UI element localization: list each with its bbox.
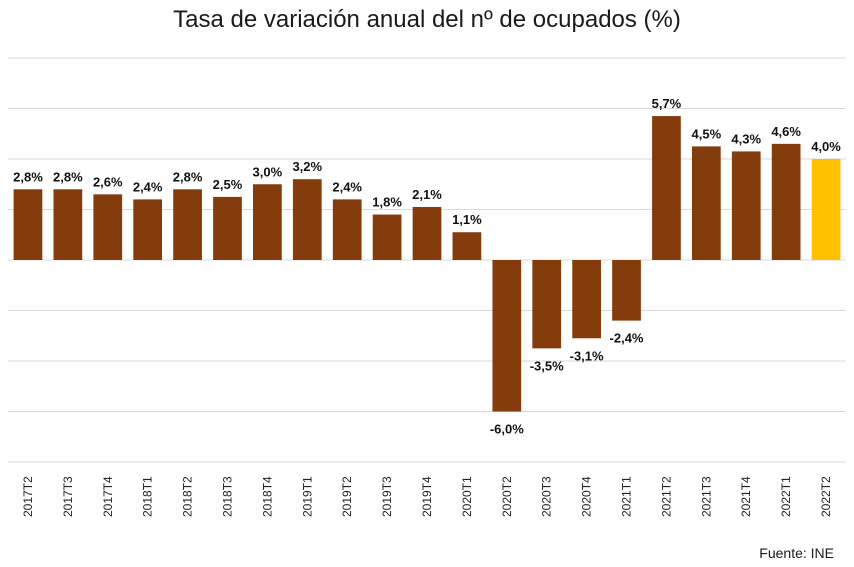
data-label-2020T1: 1,1% bbox=[452, 212, 482, 227]
data-labels: 2,8% 2,8% 2,6% 2,4% 2,8% 2,5% 3,0% 3,2% 2,4% 1,8%… bbox=[13, 96, 841, 436]
data-label-2022T1: 4,6% bbox=[771, 124, 801, 139]
data-label-2017T4: 2,6% bbox=[93, 174, 123, 189]
data-label-2017T3: 2,8% bbox=[53, 169, 83, 184]
chart-title: Tasa de variación anual del nº de ocupad… bbox=[173, 6, 681, 33]
bar-2018T4 bbox=[253, 184, 282, 260]
bar-2020T4 bbox=[572, 260, 601, 339]
bar-2019T4 bbox=[412, 206, 442, 260]
bar-2017T3 bbox=[53, 189, 83, 260]
x-tick-2021T2: 2021T2 bbox=[659, 476, 673, 517]
bar-2019T1 bbox=[292, 179, 322, 260]
bar-2020T1 bbox=[452, 232, 482, 260]
data-label-2017T2: 2,8% bbox=[13, 169, 43, 184]
bar-2017T4 bbox=[93, 194, 123, 260]
data-label-2021T3: 4,5% bbox=[692, 126, 722, 141]
bar-2017T2 bbox=[13, 189, 43, 260]
bar-2018T1 bbox=[133, 199, 163, 260]
bars bbox=[13, 116, 841, 412]
x-tick-2018T1: 2018T1 bbox=[141, 476, 155, 517]
bar-2021T2 bbox=[652, 116, 681, 260]
data-label-2020T4: -3,1% bbox=[570, 348, 604, 363]
bar-2021T3 bbox=[691, 146, 721, 260]
bar-2019T3 bbox=[372, 214, 402, 260]
x-axis-tick-labels: 2017T2 2017T3 2017T4 2018T1 2018T2 2018T3 2018… bbox=[21, 476, 833, 517]
data-label-2019T2: 2,4% bbox=[332, 179, 362, 194]
data-label-2018T3: 2,5% bbox=[213, 177, 243, 192]
data-label-2022T2: 4,0% bbox=[811, 139, 841, 154]
data-label-2019T4: 2,1% bbox=[412, 187, 442, 202]
x-tick-2018T3: 2018T3 bbox=[220, 476, 234, 517]
bar-2020T2 bbox=[492, 260, 522, 412]
bar-2020T3 bbox=[532, 260, 562, 349]
data-label-2018T4: 3,0% bbox=[253, 164, 283, 179]
bar-2019T2 bbox=[332, 199, 362, 260]
data-label-2018T1: 2,4% bbox=[133, 179, 163, 194]
data-label-2019T3: 1,8% bbox=[372, 195, 402, 210]
data-label-2020T2: -6,0% bbox=[490, 422, 524, 437]
x-tick-2017T3: 2017T3 bbox=[61, 476, 75, 517]
bar-2018T3 bbox=[213, 196, 242, 260]
bar-2022T2 bbox=[811, 159, 841, 260]
x-tick-2018T2: 2018T2 bbox=[181, 476, 195, 517]
x-tick-2017T2: 2017T2 bbox=[21, 476, 35, 517]
data-label-2021T4: 4,3% bbox=[731, 131, 761, 146]
x-tick-2020T1: 2020T1 bbox=[460, 476, 474, 517]
data-label-2020T3: -3,5% bbox=[530, 358, 564, 373]
source-note: Fuente: INE bbox=[759, 545, 834, 561]
x-tick-2017T4: 2017T4 bbox=[101, 476, 115, 517]
x-tick-2019T1: 2019T1 bbox=[300, 476, 314, 517]
x-tick-2022T1: 2022T1 bbox=[779, 476, 793, 517]
x-tick-2020T2: 2020T2 bbox=[500, 476, 514, 517]
x-tick-2022T2: 2022T2 bbox=[819, 476, 833, 517]
x-tick-2021T3: 2021T3 bbox=[699, 476, 713, 517]
x-tick-2020T4: 2020T4 bbox=[580, 476, 594, 517]
bar-2022T1 bbox=[771, 143, 801, 260]
data-label-2021T1: -2,4% bbox=[610, 331, 644, 346]
bar-2021T1 bbox=[612, 260, 641, 321]
x-tick-2019T2: 2019T2 bbox=[340, 476, 354, 517]
data-label-2021T2: 5,7% bbox=[652, 96, 682, 111]
bar-2018T2 bbox=[173, 189, 202, 260]
x-tick-2020T3: 2020T3 bbox=[540, 476, 554, 517]
x-tick-2021T1: 2021T1 bbox=[620, 476, 634, 517]
x-tick-2019T4: 2019T4 bbox=[420, 476, 434, 517]
data-label-2019T1: 3,2% bbox=[292, 159, 322, 174]
x-tick-2021T4: 2021T4 bbox=[739, 476, 753, 517]
x-tick-2019T3: 2019T3 bbox=[380, 476, 394, 517]
data-label-2018T2: 2,8% bbox=[173, 169, 203, 184]
bar-2021T4 bbox=[731, 151, 761, 260]
x-tick-2018T4: 2018T4 bbox=[260, 476, 274, 517]
